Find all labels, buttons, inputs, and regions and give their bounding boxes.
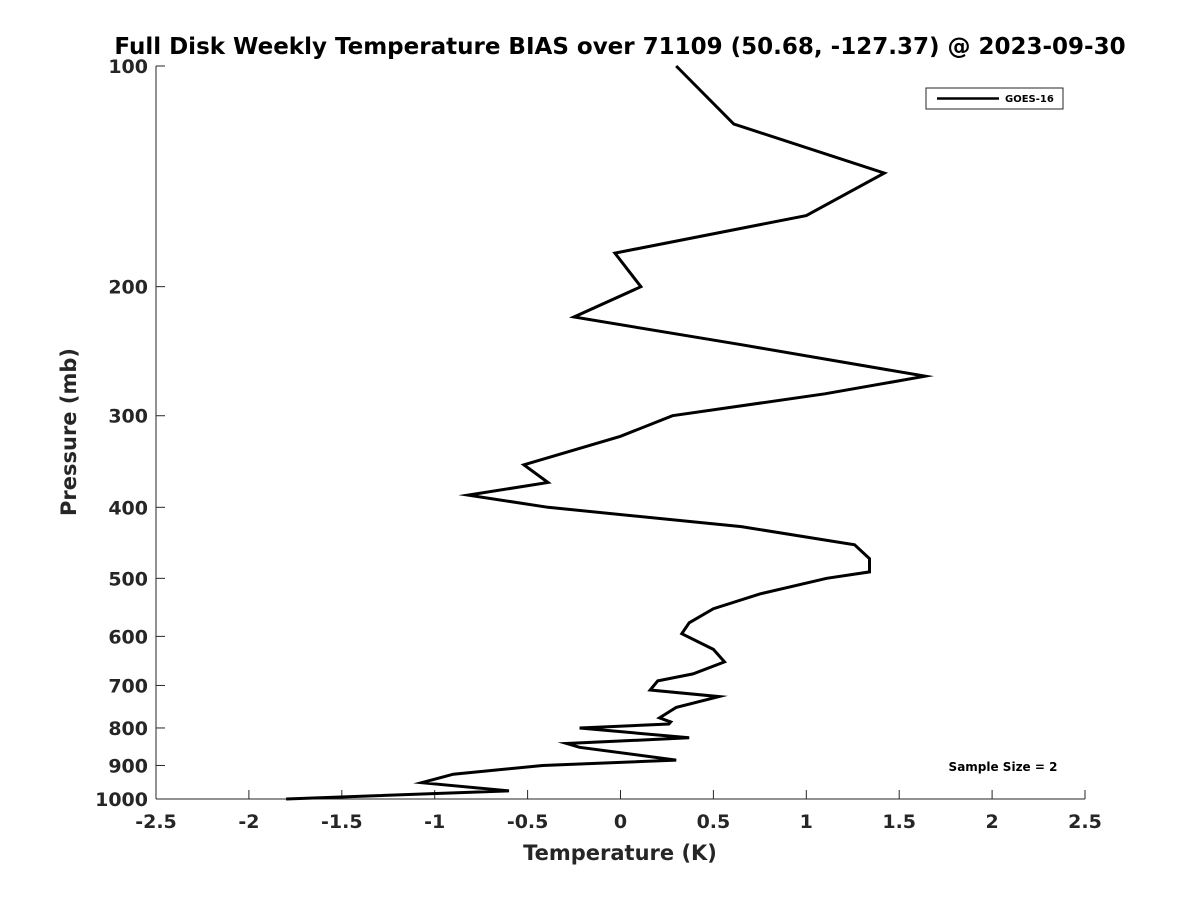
y-tick-label: 300 xyxy=(108,406,148,428)
x-tick-label: -2 xyxy=(238,811,259,833)
x-tick-label: -1 xyxy=(424,811,445,833)
x-tick-label: 2.5 xyxy=(1068,811,1102,833)
series-line-goes-16 xyxy=(286,64,934,801)
y-tick-label: 200 xyxy=(108,277,148,299)
y-tick-label: 600 xyxy=(108,626,148,648)
y-tick-label: 700 xyxy=(108,675,148,697)
y-tick-label: 500 xyxy=(108,568,148,590)
y-tick-label: 1000 xyxy=(95,789,148,811)
legend: GOES-16 xyxy=(925,87,1064,110)
x-tick-label: -0.5 xyxy=(507,811,549,833)
plot-area xyxy=(156,66,1085,799)
y-tick-label: 100 xyxy=(108,56,148,78)
x-tick-label: -1.5 xyxy=(321,811,363,833)
x-tick-label: 2 xyxy=(985,811,998,833)
sample-size-annotation: Sample Size = 2 xyxy=(949,760,1058,774)
x-tick-label: 1.5 xyxy=(882,811,916,833)
y-tick-label: 900 xyxy=(108,755,148,777)
y-tick-label: 400 xyxy=(108,497,148,519)
y-axis-label: Pressure (mb) xyxy=(57,348,81,516)
x-tick-label: -2.5 xyxy=(135,811,177,833)
x-tick-label: 1 xyxy=(800,811,813,833)
x-axis-label: Temperature (K) xyxy=(523,841,717,865)
legend-label-goes-16: GOES-16 xyxy=(1005,94,1054,105)
y-tick-label: 800 xyxy=(108,718,148,740)
x-tick-label: 0 xyxy=(614,811,627,833)
x-tick-label: 0.5 xyxy=(697,811,731,833)
chart-title: Full Disk Weekly Temperature BIAS over 7… xyxy=(114,34,1125,60)
x-axis-ticks: -2.5 -2 -1.5 -1 -0.5 0 0.5 1 1.5 2 2.5 xyxy=(135,790,1102,833)
series-layer xyxy=(286,64,934,801)
y-axis-ticks: 100 200 300 400 500 600 700 800 900 1000 xyxy=(95,56,165,811)
